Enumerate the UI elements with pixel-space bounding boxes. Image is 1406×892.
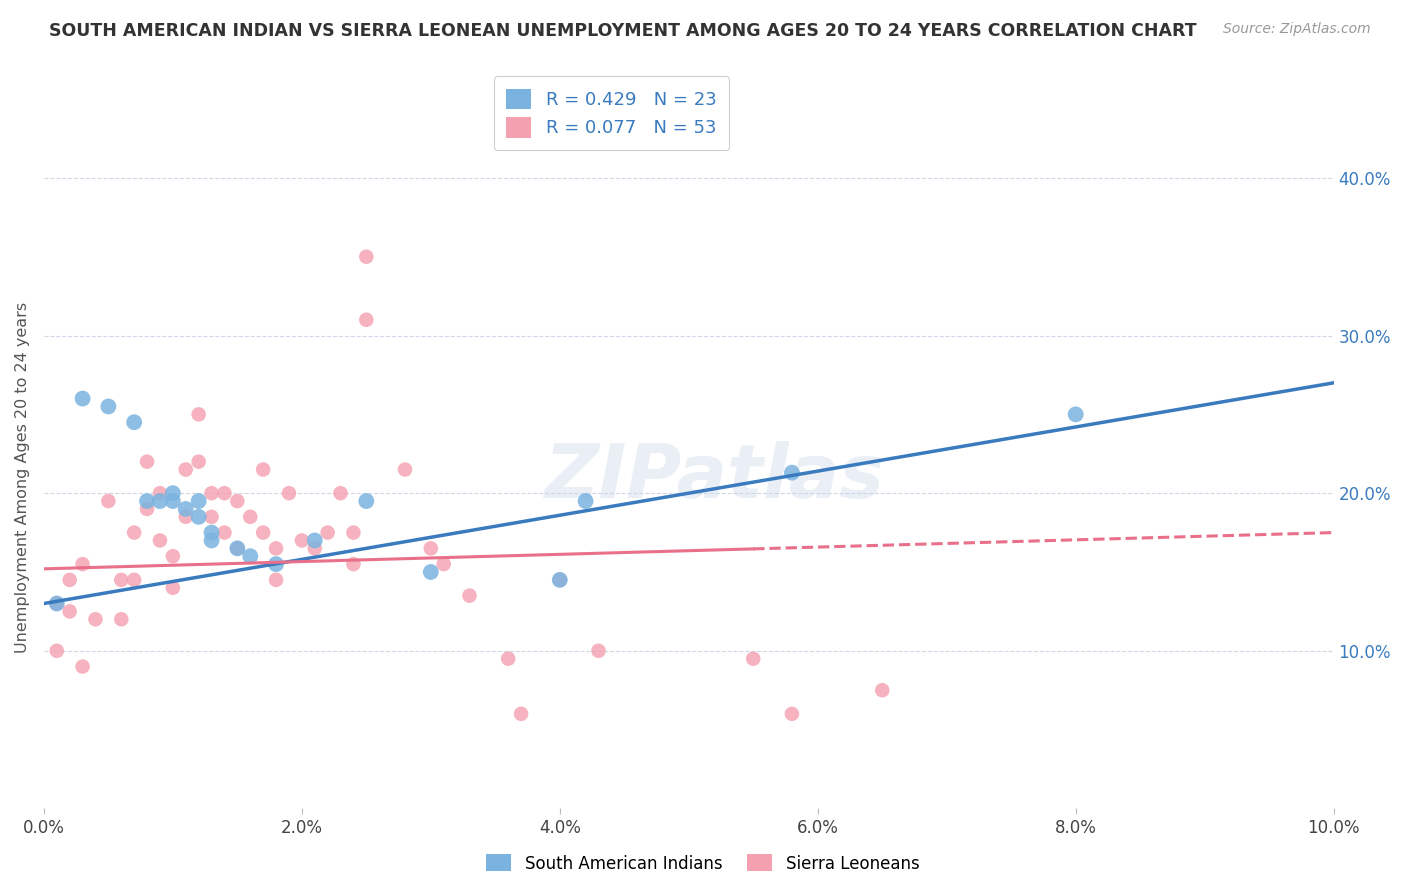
Point [122, 415, 145, 429]
Y-axis label: Unemployment Among Ages 20 to 24 years: Unemployment Among Ages 20 to 24 years [15, 301, 30, 653]
Point [72, 557, 94, 571]
Point [356, 494, 378, 508]
Legend: South American Indians, Sierra Leoneans: South American Indians, Sierra Leoneans [479, 847, 927, 880]
Point [200, 486, 222, 500]
Point [187, 509, 209, 524]
Point [316, 525, 339, 540]
Point [45, 597, 67, 611]
Point [84, 612, 107, 626]
Point [394, 462, 416, 476]
Point [214, 486, 236, 500]
Point [136, 455, 159, 469]
Point [174, 502, 197, 516]
Point [200, 533, 222, 548]
Text: ZIPatlas: ZIPatlas [544, 441, 884, 514]
Point [45, 597, 67, 611]
Point [72, 392, 94, 406]
Point [149, 486, 172, 500]
Point [162, 549, 184, 564]
Point [122, 525, 145, 540]
Point [174, 462, 197, 476]
Point [588, 644, 610, 658]
Point [356, 312, 378, 326]
Point [187, 494, 209, 508]
Point [264, 541, 287, 556]
Point [122, 573, 145, 587]
Point [1064, 408, 1087, 422]
Point [264, 557, 287, 571]
Point [97, 400, 120, 414]
Point [200, 525, 222, 540]
Point [110, 573, 132, 587]
Point [291, 533, 314, 548]
Point [264, 573, 287, 587]
Point [780, 466, 803, 480]
Point [342, 557, 364, 571]
Point [59, 573, 82, 587]
Point [239, 549, 262, 564]
Point [433, 557, 456, 571]
Point [458, 589, 481, 603]
Point [136, 494, 159, 508]
Point [162, 581, 184, 595]
Point [214, 525, 236, 540]
Point [187, 455, 209, 469]
Point [149, 533, 172, 548]
Point [278, 486, 301, 500]
Point [110, 612, 132, 626]
Point [548, 573, 571, 587]
Point [304, 541, 326, 556]
Point [510, 706, 533, 721]
Point [419, 541, 441, 556]
Point [574, 494, 596, 508]
Point [870, 683, 893, 698]
Point [226, 541, 249, 556]
Point [419, 565, 441, 579]
Point [226, 494, 249, 508]
Point [356, 250, 378, 264]
Point [45, 644, 67, 658]
Point [496, 651, 519, 665]
Point [742, 651, 765, 665]
Point [162, 494, 184, 508]
Legend: R = 0.429   N = 23, R = 0.077   N = 53: R = 0.429 N = 23, R = 0.077 N = 53 [494, 76, 730, 150]
Text: SOUTH AMERICAN INDIAN VS SIERRA LEONEAN UNEMPLOYMENT AMONG AGES 20 TO 24 YEARS C: SOUTH AMERICAN INDIAN VS SIERRA LEONEAN … [49, 22, 1197, 40]
Point [304, 533, 326, 548]
Point [780, 706, 803, 721]
Point [200, 509, 222, 524]
Point [97, 494, 120, 508]
Point [174, 509, 197, 524]
Point [162, 486, 184, 500]
Point [548, 573, 571, 587]
Point [226, 541, 249, 556]
Point [329, 486, 352, 500]
Point [252, 525, 274, 540]
Point [72, 659, 94, 673]
Point [136, 502, 159, 516]
Point [187, 408, 209, 422]
Point [59, 604, 82, 618]
Point [342, 525, 364, 540]
Point [252, 462, 274, 476]
Point [149, 494, 172, 508]
Point [239, 509, 262, 524]
Text: Source: ZipAtlas.com: Source: ZipAtlas.com [1223, 22, 1371, 37]
